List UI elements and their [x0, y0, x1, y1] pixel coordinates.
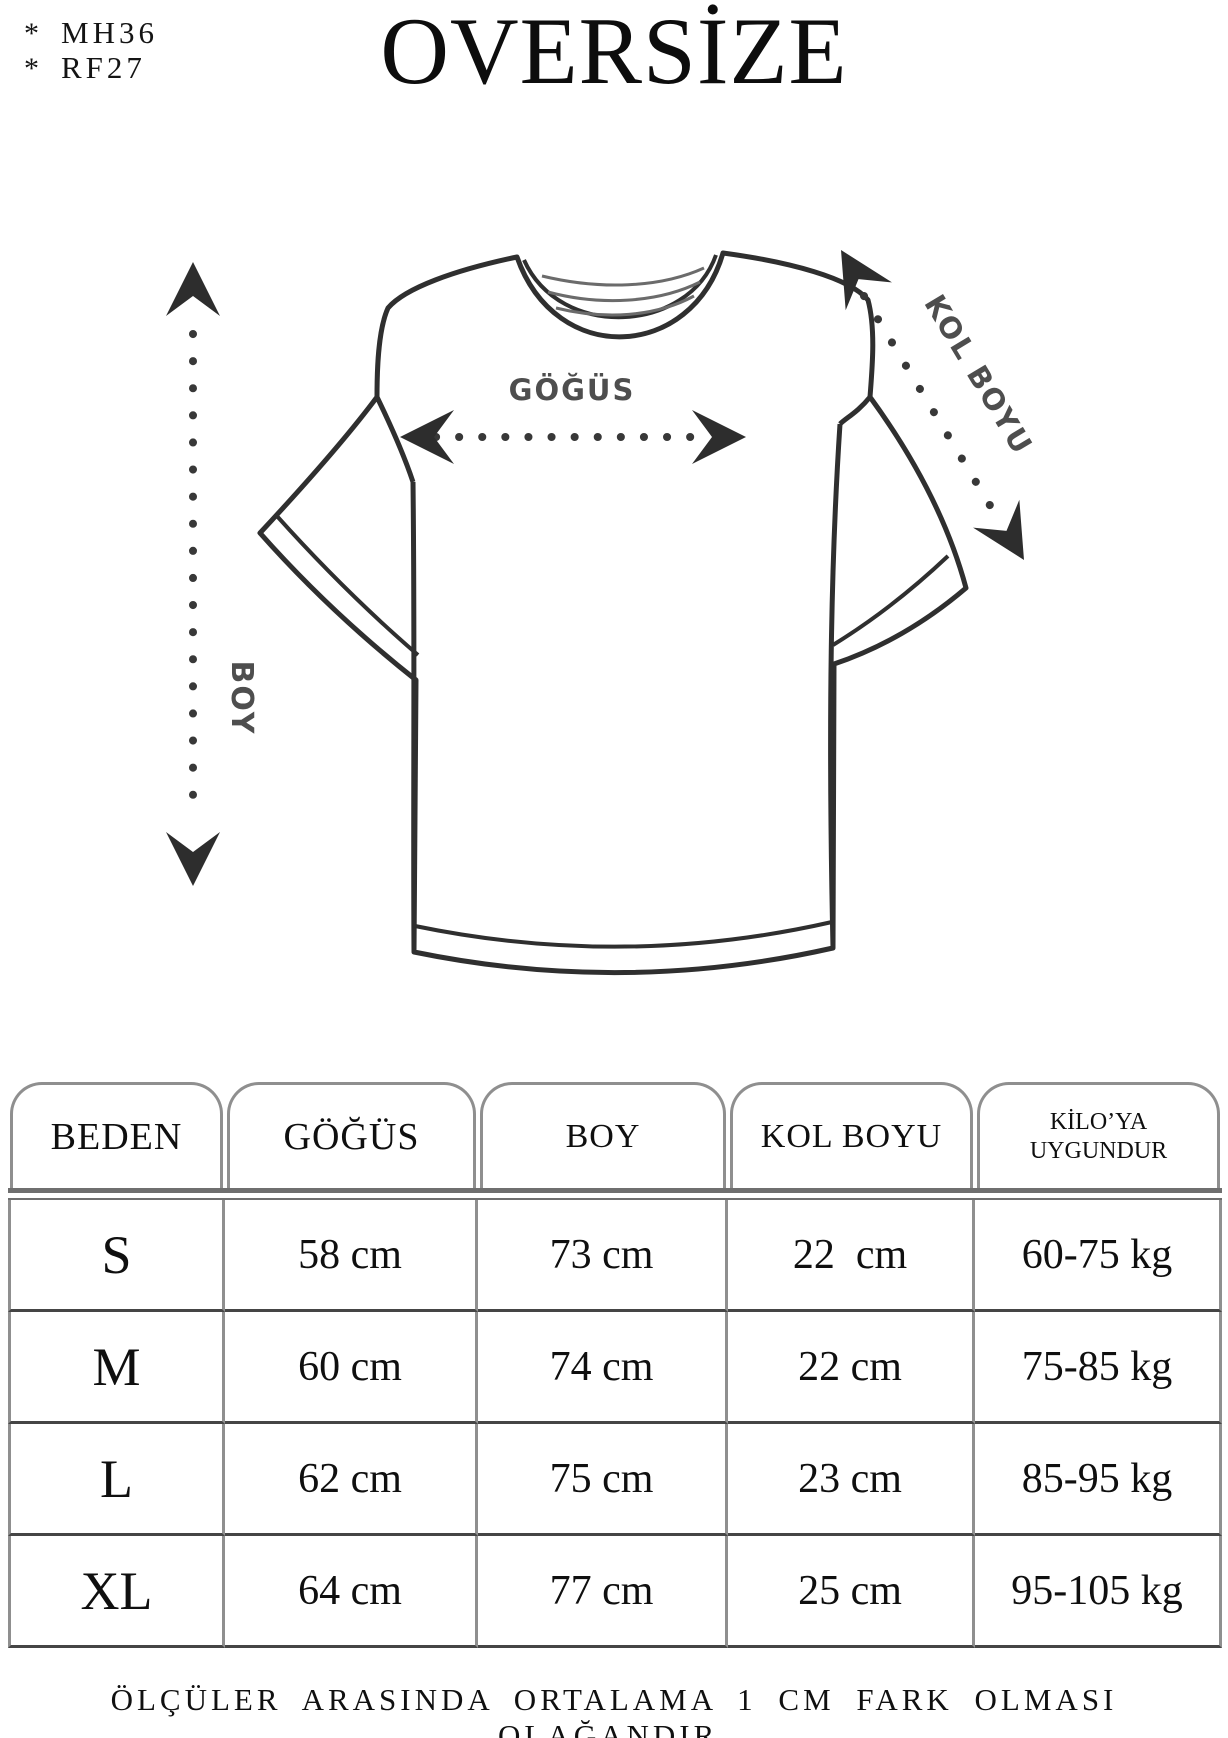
- weight-cell: 75-85 kg: [975, 1312, 1222, 1424]
- length-label: BOY: [224, 660, 259, 735]
- arrowhead-right: [692, 410, 746, 464]
- collar-rib-line: [541, 266, 705, 287]
- sleeve-cell: 23 cm: [728, 1424, 975, 1536]
- sleeve-cell: 22 cm: [728, 1200, 975, 1312]
- header-beden: BEDEN: [10, 1082, 223, 1188]
- tshirt-measurement-diagram: BOY GÖĞÜS KOL BOYU: [166, 250, 1040, 976]
- product-code: * RF27: [24, 49, 158, 86]
- product-code-label: MH36: [61, 15, 158, 50]
- asterisk-mark: *: [24, 17, 43, 50]
- sleeve-cell: 22 cm: [728, 1312, 975, 1424]
- chest-cell: 58 cm: [225, 1200, 478, 1312]
- arrowhead-down-right: [973, 499, 1024, 560]
- product-code: * MH36: [24, 15, 158, 51]
- size-table-header: BEDEN GÖĞÜS BOY KOL BOYU KİLO’YA UYGUNDU…: [8, 1082, 1222, 1193]
- sleeve-measure-dots: [860, 292, 1004, 526]
- header-boy: BOY: [480, 1082, 726, 1188]
- sleeve-cell: 25 cm: [728, 1536, 975, 1648]
- tshirt-outline: [257, 250, 969, 976]
- length-cell: 75 cm: [478, 1424, 728, 1536]
- table-row: S 58 cm 73 cm 22 cm 60-75 kg: [8, 1200, 1222, 1312]
- asterisk-mark: *: [24, 51, 43, 85]
- length-cell: 74 cm: [478, 1312, 728, 1424]
- collar-rib-line: [547, 280, 701, 303]
- size-table: BEDEN GÖĞÜS BOY KOL BOYU KİLO’YA UYGUNDU…: [8, 1082, 1222, 1648]
- weight-cell: 85-95 kg: [975, 1424, 1222, 1536]
- right-cuff-band: [831, 554, 950, 647]
- right-body-edge: [828, 423, 843, 949]
- arrowhead-up: [166, 262, 220, 316]
- size-cell: M: [8, 1312, 225, 1424]
- weight-cell: 95-105 kg: [975, 1536, 1222, 1648]
- page-title: OVERSİZE: [380, 0, 848, 104]
- left-cuff-band: [274, 513, 420, 657]
- header-kol-boyu: KOL BOYU: [730, 1082, 973, 1188]
- collar-rib-line: [555, 294, 695, 317]
- table-row: XL 64 cm 77 cm 25 cm 95-105 kg: [8, 1536, 1222, 1648]
- hem-band: [414, 920, 833, 949]
- tolerance-note: ÖLÇÜLER ARASINDA ORTALAMA 1 CM FARK OLMA…: [110, 1682, 1118, 1738]
- arrowhead-left: [400, 410, 454, 464]
- size-cell: S: [8, 1200, 225, 1312]
- sleeve-label: KOL BOYU: [917, 289, 1039, 461]
- collar-inner-edge: [522, 254, 718, 320]
- chest-label: GÖĞÜS: [509, 373, 636, 407]
- product-codes: * MH36 * RF27: [24, 15, 158, 86]
- length-cell: 77 cm: [478, 1536, 728, 1648]
- left-body-edge: [410, 481, 417, 953]
- arrowhead-up-left: [841, 250, 892, 311]
- chest-cell: 60 cm: [225, 1312, 478, 1424]
- size-table-body: S 58 cm 73 cm 22 cm 60-75 kg M 60 cm 74 …: [8, 1198, 1222, 1648]
- right-armhole-seam: [838, 395, 872, 426]
- product-code-label: RF27: [61, 49, 146, 85]
- chest-cell: 64 cm: [225, 1536, 478, 1648]
- size-cell: L: [8, 1424, 225, 1536]
- size-cell: XL: [8, 1536, 225, 1648]
- arrowhead-down: [166, 832, 220, 886]
- table-row: M 60 cm 74 cm 22 cm 75-85 kg: [8, 1312, 1222, 1424]
- left-armhole-seam: [374, 395, 416, 483]
- header-kiloya-uygundur: KİLO’YA UYGUNDUR: [977, 1082, 1220, 1188]
- table-row: L 62 cm 75 cm 23 cm 85-95 kg: [8, 1424, 1222, 1536]
- chest-cell: 62 cm: [225, 1424, 478, 1536]
- header-gogus: GÖĞÜS: [227, 1082, 476, 1188]
- weight-cell: 60-75 kg: [975, 1200, 1222, 1312]
- length-cell: 73 cm: [478, 1200, 728, 1312]
